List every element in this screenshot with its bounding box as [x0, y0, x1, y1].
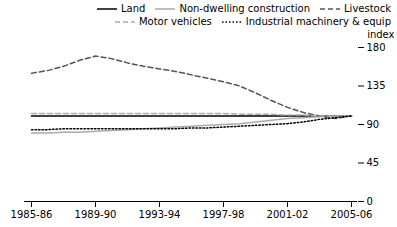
svg-text:1989-90: 1989-90 — [75, 209, 117, 220]
html-text:Non-dwelling construction: Non-dwelling construction — [179, 3, 310, 14]
svg-text:index: index — [367, 29, 394, 40]
html-text:Land: Land — [121, 3, 146, 14]
svg-text:90: 90 — [367, 119, 380, 130]
svg-text:0: 0 — [367, 196, 373, 207]
svg-text:1993-94: 1993-94 — [139, 209, 181, 220]
svg-text:1985-86: 1985-86 — [11, 209, 53, 220]
html-text:Livestock: Livestock — [344, 3, 391, 14]
html-text:Industrial machinery & equip: Industrial machinery & equip — [245, 16, 391, 27]
svg-text:2005-06: 2005-06 — [331, 209, 373, 220]
svg-text:2001-02: 2001-02 — [267, 209, 309, 220]
svg-text:135: 135 — [367, 80, 386, 91]
svg-text:1997-98: 1997-98 — [203, 209, 245, 220]
svg-text:45: 45 — [367, 157, 380, 168]
html-text:Motor vehicles: Motor vehicles — [138, 16, 212, 27]
svg-text:180: 180 — [367, 42, 386, 53]
